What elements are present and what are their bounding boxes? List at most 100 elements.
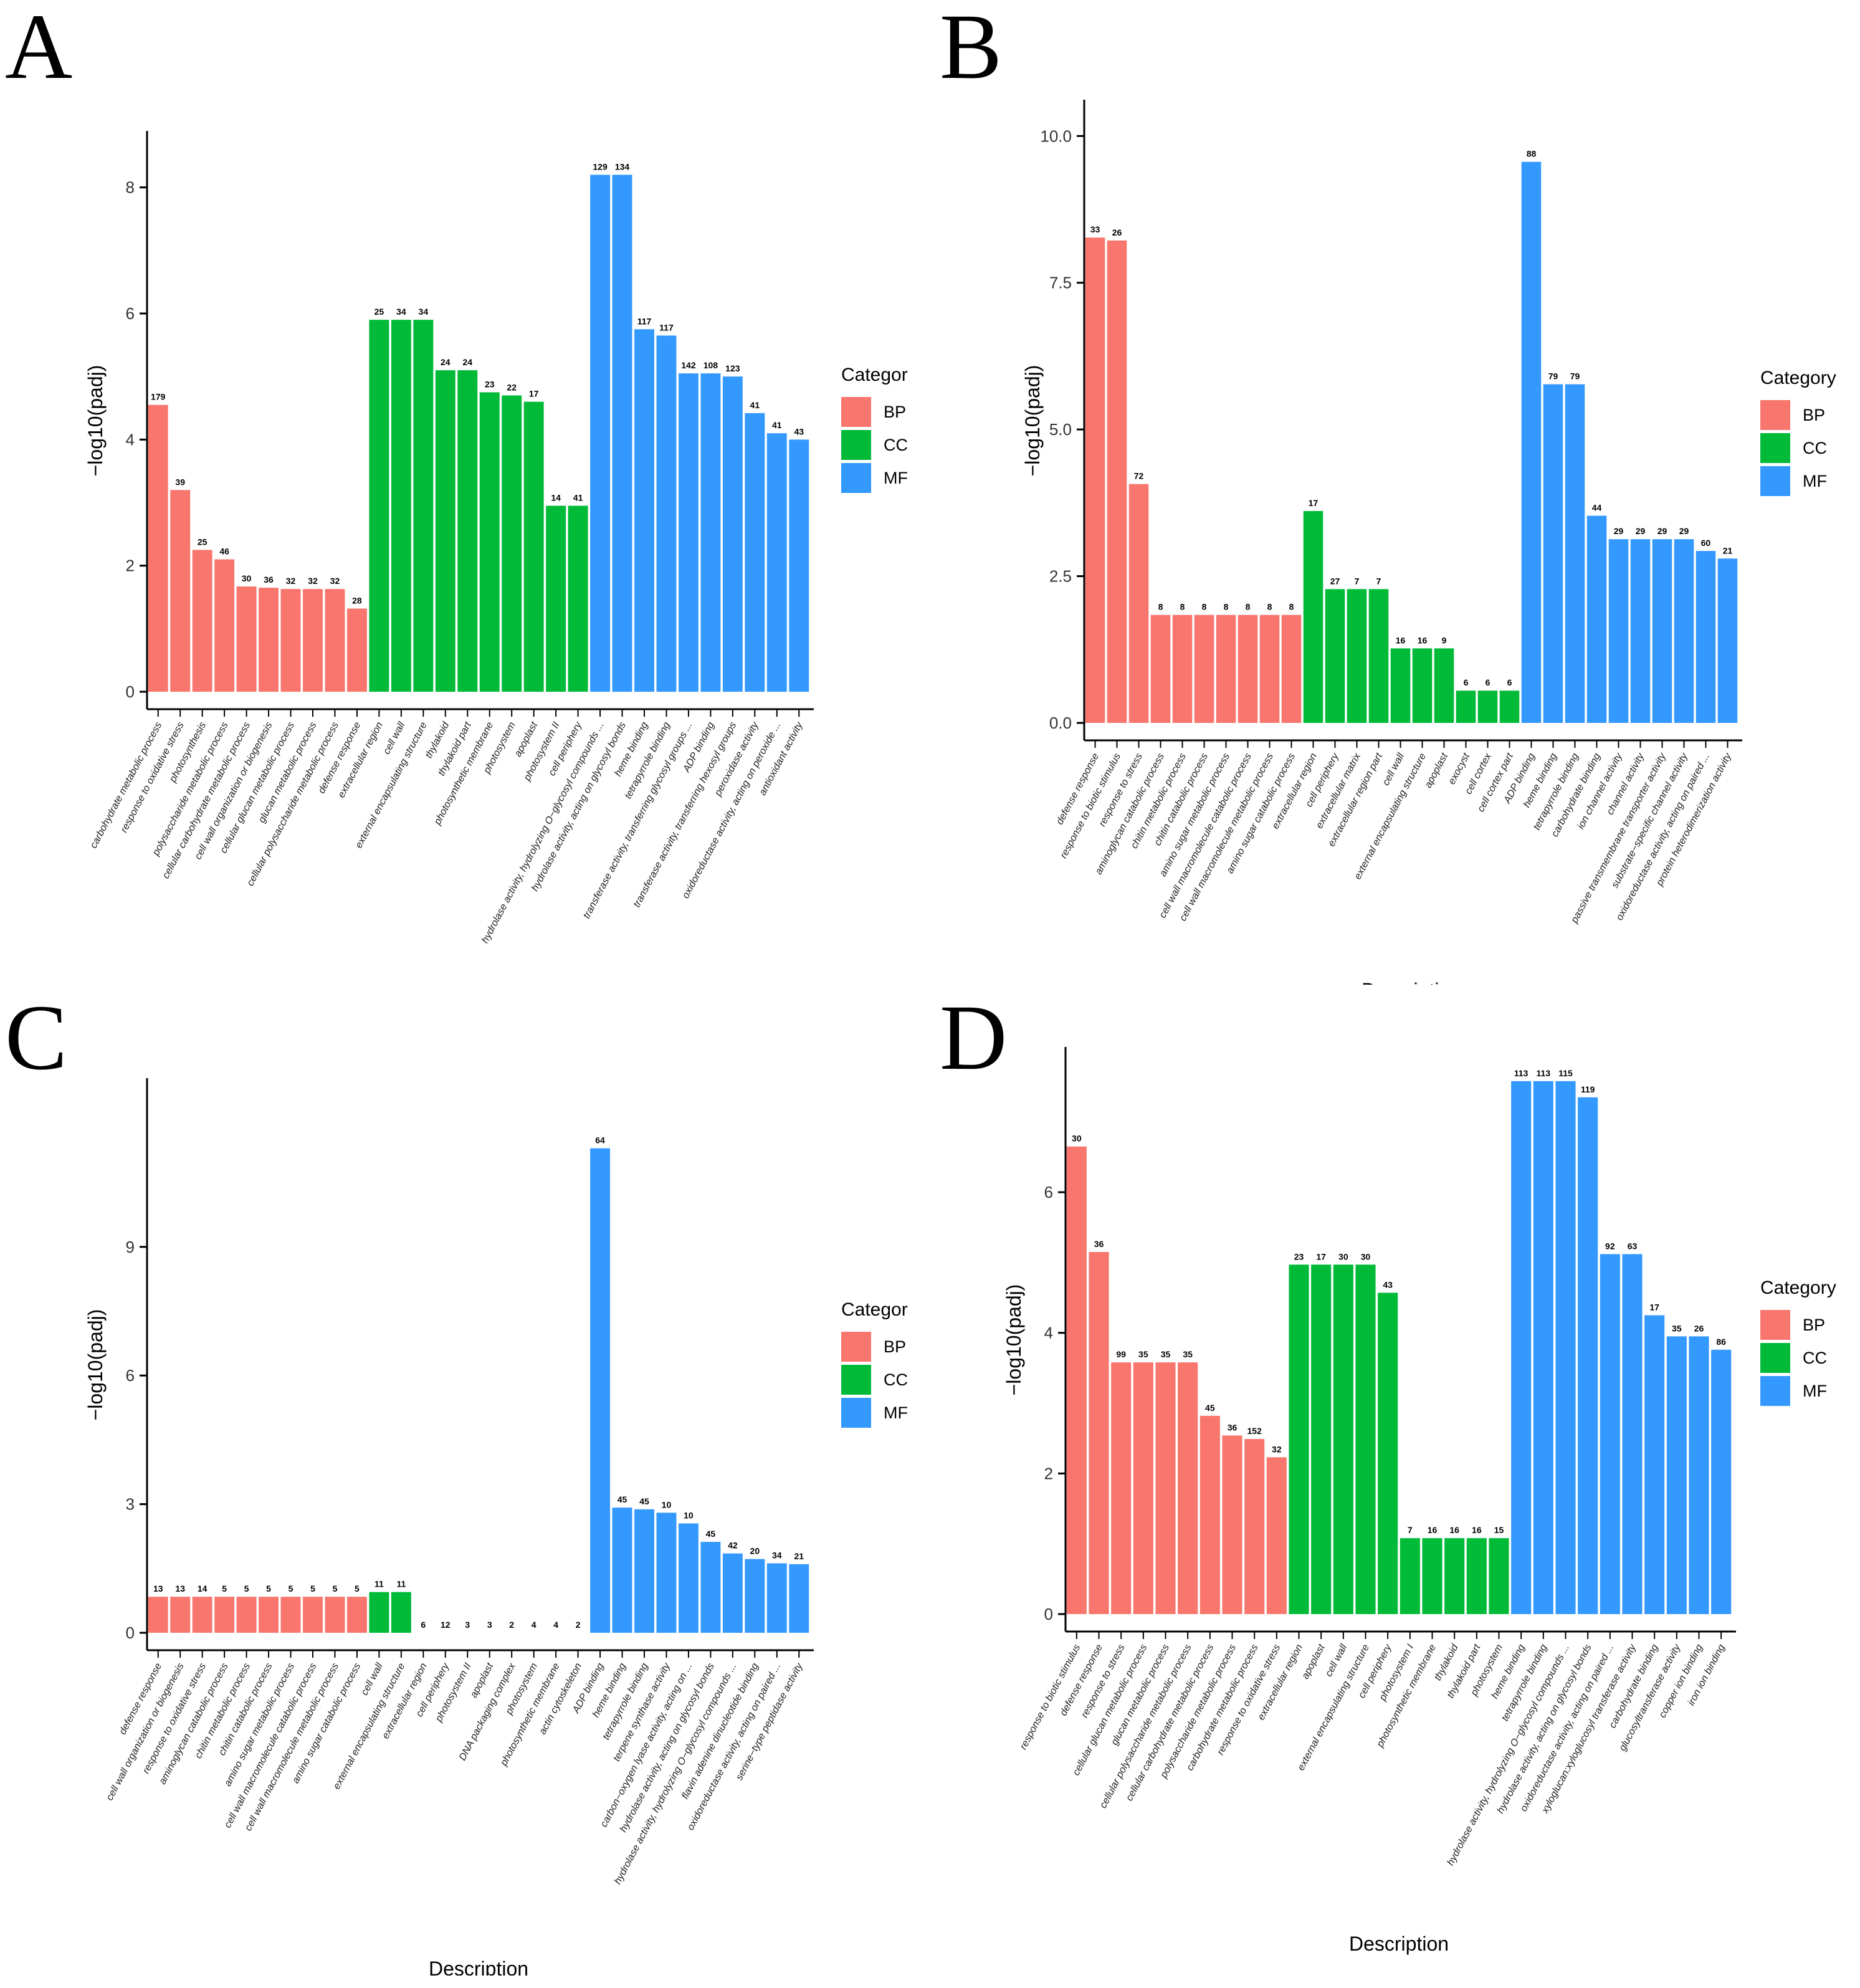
panel-a-bar xyxy=(502,395,522,692)
panel-d-bar xyxy=(1422,1538,1443,1614)
panel-b-bar-count: 26 xyxy=(1112,227,1122,237)
panel-a-bar-count: 41 xyxy=(573,493,583,503)
panel-d-bar-count: 17 xyxy=(1316,1251,1326,1261)
panel-c-legend-title: Categor xyxy=(841,1299,908,1320)
panel-c-bar-count: 20 xyxy=(750,1546,760,1556)
panel-a-y-axis-label: −log10(padj) xyxy=(84,365,107,477)
panel-a-bar-count: 123 xyxy=(725,363,740,373)
panel-d-bar-count: 119 xyxy=(1581,1084,1595,1094)
panel-d: D 0 2 4 6 −log10(padj) 30 response to biotic s… xyxy=(935,991,1857,1976)
panel-c-bar xyxy=(148,1597,168,1633)
panel-a-y-tick-label: 6 xyxy=(126,304,135,323)
panel-d-bar-count: 35 xyxy=(1183,1349,1193,1359)
panel-b-y-axis-label: −log10(padj) xyxy=(1021,365,1044,477)
panel-a-bar xyxy=(236,586,257,692)
panel-d-bar-count: 63 xyxy=(1628,1241,1638,1251)
panel-d-bar xyxy=(1089,1251,1109,1614)
panel-a-bar xyxy=(457,370,478,692)
panel-d-bar xyxy=(1644,1315,1665,1614)
panel-a-bar-count: 117 xyxy=(659,322,674,332)
panel-a-bar xyxy=(546,505,566,692)
panel-c-bar xyxy=(656,1513,677,1633)
panel-d-bar xyxy=(1289,1264,1309,1614)
panel-c-y-tick-label: 9 xyxy=(126,1238,135,1256)
panel-b-bar-count: 79 xyxy=(1570,371,1580,381)
panel-a-bar xyxy=(346,608,367,692)
panel-c-y-axis-label: −log10(padj) xyxy=(84,1309,107,1421)
panel-b-bar xyxy=(1128,484,1149,723)
panel-b-bar-count: 21 xyxy=(1723,545,1733,555)
panel-b-bar-count: 72 xyxy=(1134,471,1144,481)
panel-b-bar xyxy=(1695,551,1716,723)
panel-d-bar xyxy=(1578,1097,1598,1614)
panel-b-bar-count: 29 xyxy=(1679,526,1689,536)
panel-d-bar xyxy=(1533,1081,1553,1614)
panel-d-bar xyxy=(1600,1254,1620,1614)
panel-a-bar-count: 108 xyxy=(703,360,718,370)
panel-c-bar xyxy=(745,1559,765,1633)
panel-a-bar xyxy=(656,335,677,692)
panel-b-bar xyxy=(1347,589,1367,723)
panel-a-legend-item-cc: CC xyxy=(841,430,966,460)
panel-c-bar-count: 45 xyxy=(639,1496,649,1506)
panel-a-legend-swatch xyxy=(841,430,871,460)
panel-c-bar-count: 2 xyxy=(509,1620,514,1630)
panel-d-bar xyxy=(1689,1336,1709,1614)
panel-c-legend-swatch xyxy=(841,1332,871,1362)
panel-d-bar-count: 35 xyxy=(1161,1349,1171,1359)
panel-c-bar-count: 45 xyxy=(706,1529,716,1539)
panel-c-bar-count: 5 xyxy=(289,1584,293,1594)
panel-b-legend-swatch xyxy=(1760,433,1790,463)
panel-c-bar xyxy=(170,1597,191,1633)
panel-c-bar-count: 5 xyxy=(222,1584,227,1594)
panel-c-y-tick-label: 3 xyxy=(126,1495,135,1514)
panel-b-bar-count: 7 xyxy=(1376,576,1381,586)
panel-c-legend-item-mf: MF xyxy=(841,1398,966,1428)
panel-b-y-tick-label: 5.0 xyxy=(1049,420,1072,439)
panel-a-y-tick-label: 8 xyxy=(126,178,135,197)
panel-b-bar xyxy=(1412,648,1433,723)
panel-d-bar-count: 36 xyxy=(1228,1422,1238,1432)
panel-a-legend-label: CC xyxy=(884,436,908,454)
panel-c-bar-count: 5 xyxy=(310,1584,315,1594)
panel-b-bar xyxy=(1499,691,1520,723)
panel-c-y-tick-label: 0 xyxy=(126,1623,135,1642)
panel-d-bar xyxy=(1178,1362,1198,1614)
panel-a-bar-count: 34 xyxy=(396,307,406,317)
panel-b: B 0.0 2.5 5.0 7.5 10.0 −log10(padj) 33 defense … xyxy=(935,0,1857,985)
panel-d-bar-count: 99 xyxy=(1116,1349,1126,1359)
panel-b-bar xyxy=(1281,614,1302,723)
panel-a-bar-count: 36 xyxy=(264,575,274,585)
panel-b-bar xyxy=(1717,558,1738,723)
panel-b-bar xyxy=(1543,384,1563,723)
panel-a-bar-count: 41 xyxy=(772,420,782,430)
panel-c-bar-count: 12 xyxy=(441,1620,451,1630)
panel-a-bar xyxy=(568,505,588,692)
panel-b-bar-count: 6 xyxy=(1507,677,1512,687)
panel-d-legend-item-bp: BP xyxy=(1760,1310,1860,1340)
panel-d-bar xyxy=(1400,1538,1420,1614)
panel-c-legend-label: MF xyxy=(884,1403,908,1422)
panel-d-bar-count: 152 xyxy=(1247,1426,1262,1436)
panel-a-legend-item-bp: BP xyxy=(841,397,966,427)
panel-a-bar xyxy=(523,401,544,692)
panel-a-bar-count: 179 xyxy=(151,392,166,402)
panel-c: C 0 3 6 9 −log10(padj) 13 defense response 13 ce… xyxy=(0,991,922,1976)
panel-a: A 0 2 4 6 8 −log10(padj) 179 carbohydrate metab… xyxy=(0,0,922,985)
panel-b-bar-count: 60 xyxy=(1701,538,1711,548)
panel-b-legend-title: Category xyxy=(1760,368,1836,388)
panel-c-bar xyxy=(766,1563,787,1633)
panel-a-bar xyxy=(391,320,411,692)
panel-c-bar xyxy=(369,1592,389,1633)
panel-b-bar-count: 88 xyxy=(1527,149,1537,159)
panel-d-legend-title: Category xyxy=(1760,1278,1836,1298)
panel-d-y-tick-label: 4 xyxy=(1044,1324,1053,1342)
panel-a-bar-count: 24 xyxy=(462,357,472,367)
panel-b-bar xyxy=(1238,614,1258,723)
panel-a-bar-count: 25 xyxy=(198,537,207,547)
panel-b-bar-count: 8 xyxy=(1158,602,1163,612)
panel-d-bar-count: 30 xyxy=(1072,1134,1082,1144)
panel-a-bar xyxy=(745,413,765,692)
